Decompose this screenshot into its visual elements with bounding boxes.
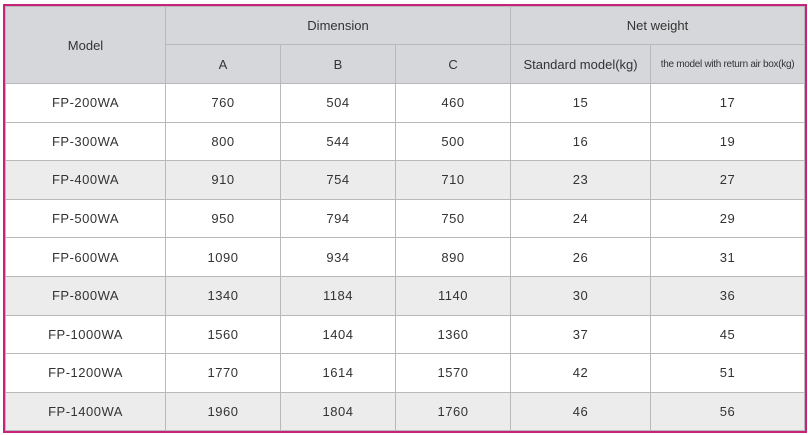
cell-dim-b: 544	[280, 121, 396, 162]
cell-dim-c: 460	[394, 83, 512, 123]
cell-weight-return-air: 36	[650, 275, 805, 316]
spec-table-frame: Model Dimension Net weight A B C Standar…	[3, 4, 807, 433]
cell-weight-standard: 16	[510, 121, 652, 162]
cell-dim-a: 1960	[165, 391, 281, 432]
cell-model: FP-600WA	[5, 237, 166, 277]
cell-dim-a: 800	[165, 121, 281, 162]
cell-weight-return-air: 51	[650, 353, 805, 393]
header-standard-weight: Standard model(kg)	[510, 44, 652, 84]
cell-dim-b: 794	[280, 198, 396, 239]
cell-dim-a: 1340	[165, 275, 281, 316]
cell-weight-return-air: 45	[650, 314, 805, 355]
cell-weight-standard: 42	[510, 353, 652, 393]
cell-weight-return-air: 17	[650, 83, 805, 123]
header-dimension: Dimension	[164, 6, 512, 45]
cell-weight-standard: 46	[510, 391, 652, 432]
cell-dim-c: 710	[394, 160, 512, 200]
table-row: FP-1000WA 1560 1404 1360 37 45	[5, 314, 805, 355]
cell-model: FP-500WA	[5, 198, 166, 239]
cell-weight-standard: 15	[510, 83, 652, 123]
cell-dim-b: 934	[280, 237, 396, 277]
cell-dim-b: 504	[280, 83, 396, 123]
cell-dim-c: 1360	[394, 314, 512, 355]
cell-weight-standard: 24	[510, 198, 652, 239]
cell-dim-a: 950	[165, 198, 281, 239]
cell-dim-a: 1090	[165, 237, 281, 277]
cell-dim-c: 1570	[394, 353, 512, 393]
cell-dim-c: 750	[394, 198, 512, 239]
cell-dim-a: 760	[165, 83, 281, 123]
header-net-weight: Net weight	[510, 6, 805, 45]
spec-table: Model Dimension Net weight A B C Standar…	[5, 6, 805, 432]
table-row: FP-500WA 950 794 750 24 29	[5, 198, 805, 239]
header-return-air-weight: the model with return air box(kg)	[650, 44, 805, 84]
header-b: B	[280, 44, 396, 84]
cell-dim-a: 1560	[165, 314, 281, 355]
header-model: Model	[5, 6, 166, 84]
cell-dim-a: 910	[165, 160, 281, 200]
header-a: A	[165, 44, 281, 84]
cell-weight-standard: 37	[510, 314, 652, 355]
cell-weight-return-air: 29	[650, 198, 805, 239]
table-row: FP-400WA 910 754 710 23 27	[5, 160, 805, 200]
cell-dim-a: 1770	[165, 353, 281, 393]
table-row: FP-200WA 760 504 460 15 17	[5, 83, 805, 123]
header-c: C	[394, 44, 512, 84]
cell-dim-b: 1404	[280, 314, 396, 355]
cell-weight-standard: 26	[510, 237, 652, 277]
cell-model: FP-400WA	[5, 160, 166, 200]
cell-weight-standard: 30	[510, 275, 652, 316]
cell-dim-c: 500	[394, 121, 512, 162]
cell-model: FP-800WA	[5, 275, 166, 316]
table-row: FP-600WA 1090 934 890 26 31	[5, 237, 805, 277]
cell-model: FP-1400WA	[5, 391, 166, 432]
table-row: FP-300WA 800 544 500 16 19	[5, 121, 805, 162]
cell-weight-return-air: 56	[650, 391, 805, 432]
cell-weight-return-air: 19	[650, 121, 805, 162]
cell-weight-return-air: 31	[650, 237, 805, 277]
cell-model: FP-200WA	[5, 83, 166, 123]
cell-dim-b: 754	[280, 160, 396, 200]
table-row: FP-1200WA 1770 1614 1570 42 51	[5, 353, 805, 393]
table-row: FP-1400WA 1960 1804 1760 46 56	[5, 391, 805, 432]
cell-weight-standard: 23	[510, 160, 652, 200]
cell-dim-b: 1804	[280, 391, 396, 432]
cell-dim-c: 1760	[394, 391, 512, 432]
table-row: FP-800WA 1340 1184 1140 30 36	[5, 275, 805, 316]
cell-model: FP-1000WA	[5, 314, 166, 355]
cell-model: FP-1200WA	[5, 353, 166, 393]
cell-dim-b: 1184	[280, 275, 396, 316]
cell-model: FP-300WA	[5, 121, 166, 162]
cell-dim-c: 1140	[394, 275, 512, 316]
cell-weight-return-air: 27	[650, 160, 805, 200]
cell-dim-c: 890	[394, 237, 512, 277]
cell-dim-b: 1614	[280, 353, 396, 393]
